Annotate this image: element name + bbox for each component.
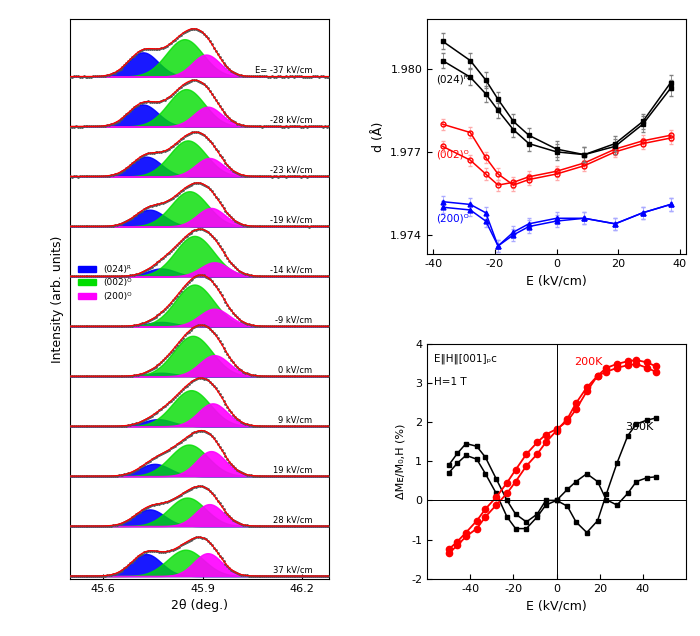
Text: -28 kV/cm: -28 kV/cm [270, 116, 312, 125]
Text: 9 kV/cm: 9 kV/cm [278, 415, 312, 425]
Text: 37 kV/cm: 37 kV/cm [272, 565, 312, 574]
Text: 0 kV/cm: 0 kV/cm [278, 366, 312, 375]
Text: E‖H‖[001]ₚᴄ: E‖H‖[001]ₚᴄ [433, 353, 496, 364]
Text: -23 kV/cm: -23 kV/cm [270, 166, 312, 175]
X-axis label: E (kV/cm): E (kV/cm) [526, 275, 587, 287]
Text: -19 kV/cm: -19 kV/cm [270, 216, 312, 225]
Text: (002)ᴼ: (002)ᴼ [436, 149, 469, 160]
Text: (200)ᴼ: (200)ᴼ [436, 213, 469, 223]
Text: 28 kV/cm: 28 kV/cm [273, 515, 312, 525]
Legend: (024)ᴿ, (002)ᴼ, (200)ᴼ: (024)ᴿ, (002)ᴼ, (200)ᴼ [74, 261, 136, 305]
Y-axis label: d (Å): d (Å) [372, 121, 385, 152]
X-axis label: E (kV/cm): E (kV/cm) [526, 599, 587, 612]
Y-axis label: ΔMᴇ/M₀,H (%): ΔMᴇ/M₀,H (%) [395, 424, 405, 499]
Text: 19 kV/cm: 19 kV/cm [273, 466, 312, 474]
Text: 300K: 300K [626, 422, 654, 432]
X-axis label: 2θ (deg.): 2θ (deg.) [171, 599, 228, 612]
Text: -14 kV/cm: -14 kV/cm [270, 266, 312, 275]
Text: 200K: 200K [574, 357, 602, 367]
Text: (024)ᴿ: (024)ᴿ [436, 74, 469, 85]
Text: H=1 T: H=1 T [433, 377, 466, 387]
Y-axis label: Intensity (arb. units): Intensity (arb. units) [51, 235, 64, 363]
Text: E= -37 kV/cm: E= -37 kV/cm [255, 66, 312, 75]
Text: -9 kV/cm: -9 kV/cm [275, 315, 312, 324]
